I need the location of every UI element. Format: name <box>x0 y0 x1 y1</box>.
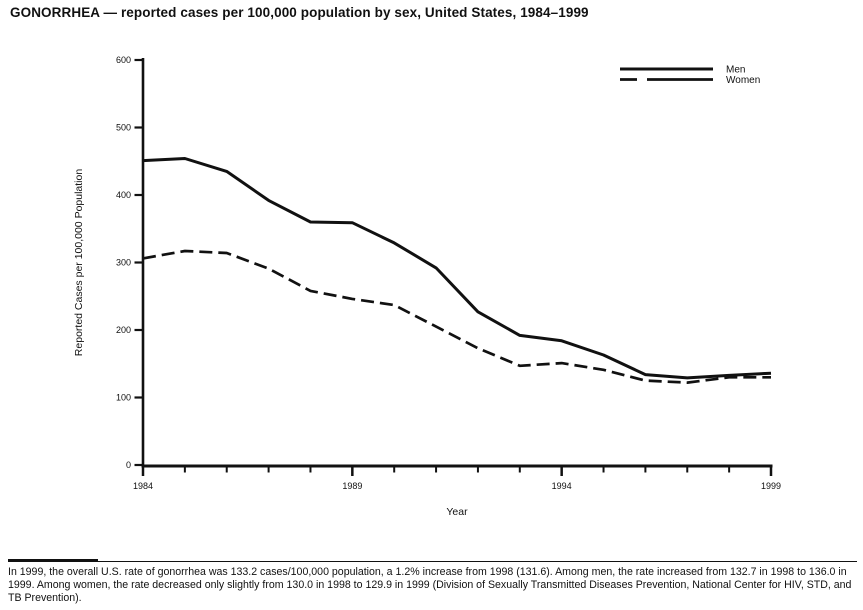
x-tick-label: 1989 <box>342 481 362 491</box>
y-tick-label: 500 <box>116 123 131 133</box>
legend-label-women: Women <box>726 75 760 86</box>
y-tick-label: 100 <box>116 393 131 403</box>
y-tick-label: 300 <box>116 258 131 268</box>
x-tick-label: 1999 <box>761 481 781 491</box>
y-tick-label: 400 <box>116 190 131 200</box>
y-tick-label: 600 <box>116 55 131 65</box>
series-line-men <box>142 157 772 380</box>
y-axis-title: Reported Cases per 100,000 Population <box>73 169 85 357</box>
legend-label-men: Men <box>726 65 745 76</box>
y-tick-label: 200 <box>116 325 131 335</box>
footnote-rule-thick <box>8 559 98 562</box>
x-axis-title: Year <box>446 506 468 518</box>
footnote-text: In 1999, the overall U.S. rate of gonorr… <box>8 566 852 605</box>
y-tick-label: 0 <box>126 460 131 470</box>
line-chart: 0 100 200 300 400 500 600 1984 1989 1994 1999 MenWo… <box>73 55 781 518</box>
x-tick-label: 1984 <box>133 481 153 491</box>
chart-title: GONORRHEA — reported cases per 100,000 p… <box>10 5 589 20</box>
series-line-women <box>142 249 771 384</box>
footnote-rule <box>8 561 857 562</box>
x-tick-label: 1994 <box>552 481 572 491</box>
